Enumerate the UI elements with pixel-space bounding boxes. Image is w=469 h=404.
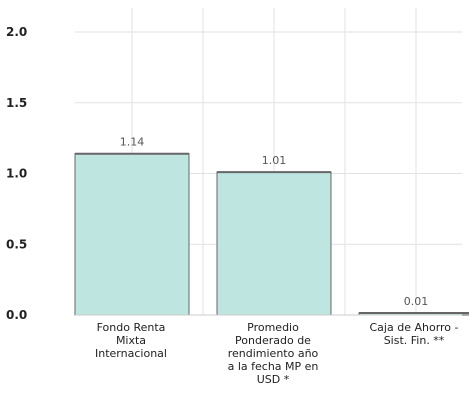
category-label-promedio: Promedio Ponderado de rendimiento año a … [227, 321, 319, 386]
y-tick-label: 0.5 [6, 237, 27, 251]
data-label: 0.01 [404, 295, 429, 308]
y-tick-label: 1.0 [6, 167, 27, 181]
category-label-fondo: Fondo Renta Mixta Internacional [95, 321, 167, 360]
data-label: 1.14 [120, 136, 145, 149]
bar-0 [74, 153, 190, 316]
y-tick-label: 2.0 [6, 25, 27, 39]
y-tick-label: 0.0 [6, 308, 27, 322]
bar-1 [216, 171, 332, 316]
y-tick-label: 1.5 [6, 96, 27, 110]
data-label: 1.01 [262, 154, 287, 167]
category-label-caja: Caja de Ahorro - Sist. Fin. ** [369, 321, 459, 347]
